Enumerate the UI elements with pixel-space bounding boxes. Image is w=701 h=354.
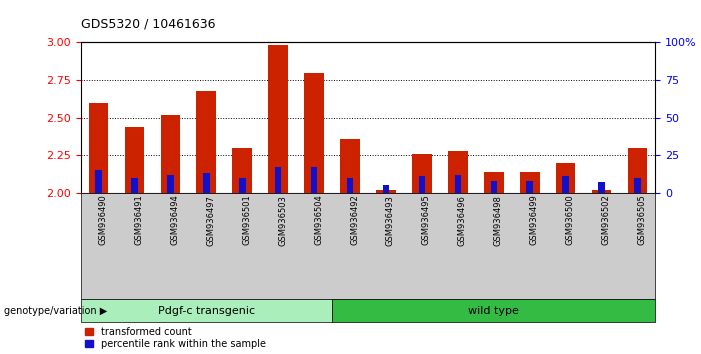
Bar [484,172,503,193]
Bar [304,73,324,193]
Text: GSM936500: GSM936500 [566,195,575,245]
Bar [168,175,174,193]
Text: GSM936505: GSM936505 [637,195,646,245]
Bar [383,185,389,193]
Bar [418,176,425,193]
Text: GSM936493: GSM936493 [386,195,395,246]
Bar [131,178,137,193]
Bar [161,115,180,193]
Bar [347,178,353,193]
Text: GDS5320 / 10461636: GDS5320 / 10461636 [81,18,215,31]
Bar [233,148,252,193]
Text: wild type: wild type [468,306,519,316]
Bar [592,190,611,193]
Bar [627,148,647,193]
Text: GSM936492: GSM936492 [350,195,359,245]
Bar [491,181,497,193]
Text: GSM936496: GSM936496 [458,195,467,246]
Bar [376,190,396,193]
Bar [125,127,144,193]
Text: GSM936499: GSM936499 [530,195,538,245]
Text: GSM936495: GSM936495 [422,195,431,245]
Bar [89,103,109,193]
Bar [196,91,216,193]
Bar [526,181,533,193]
Bar [634,178,641,193]
Bar [520,172,540,193]
Bar [239,178,245,193]
Text: GSM936491: GSM936491 [135,195,144,245]
Bar [203,173,210,193]
Bar [412,154,432,193]
Legend: transformed count, percentile rank within the sample: transformed count, percentile rank withi… [86,327,266,349]
Bar [95,170,102,193]
Text: GSM936497: GSM936497 [206,195,215,246]
Bar [556,163,576,193]
Bar [599,182,605,193]
Bar [268,46,288,193]
Text: Pdgf-c transgenic: Pdgf-c transgenic [158,306,255,316]
Text: GSM936498: GSM936498 [494,195,503,246]
Text: GSM936504: GSM936504 [314,195,323,245]
Text: GSM936502: GSM936502 [601,195,611,245]
Bar [340,139,360,193]
Text: GSM936503: GSM936503 [278,195,287,246]
Text: GSM936501: GSM936501 [243,195,251,245]
Bar [311,167,318,193]
Bar [455,175,461,193]
Bar [275,167,281,193]
Text: genotype/variation ▶: genotype/variation ▶ [4,306,107,316]
Text: GSM936490: GSM936490 [99,195,107,245]
Bar [448,151,468,193]
Text: GSM936494: GSM936494 [170,195,179,245]
Bar [562,176,569,193]
